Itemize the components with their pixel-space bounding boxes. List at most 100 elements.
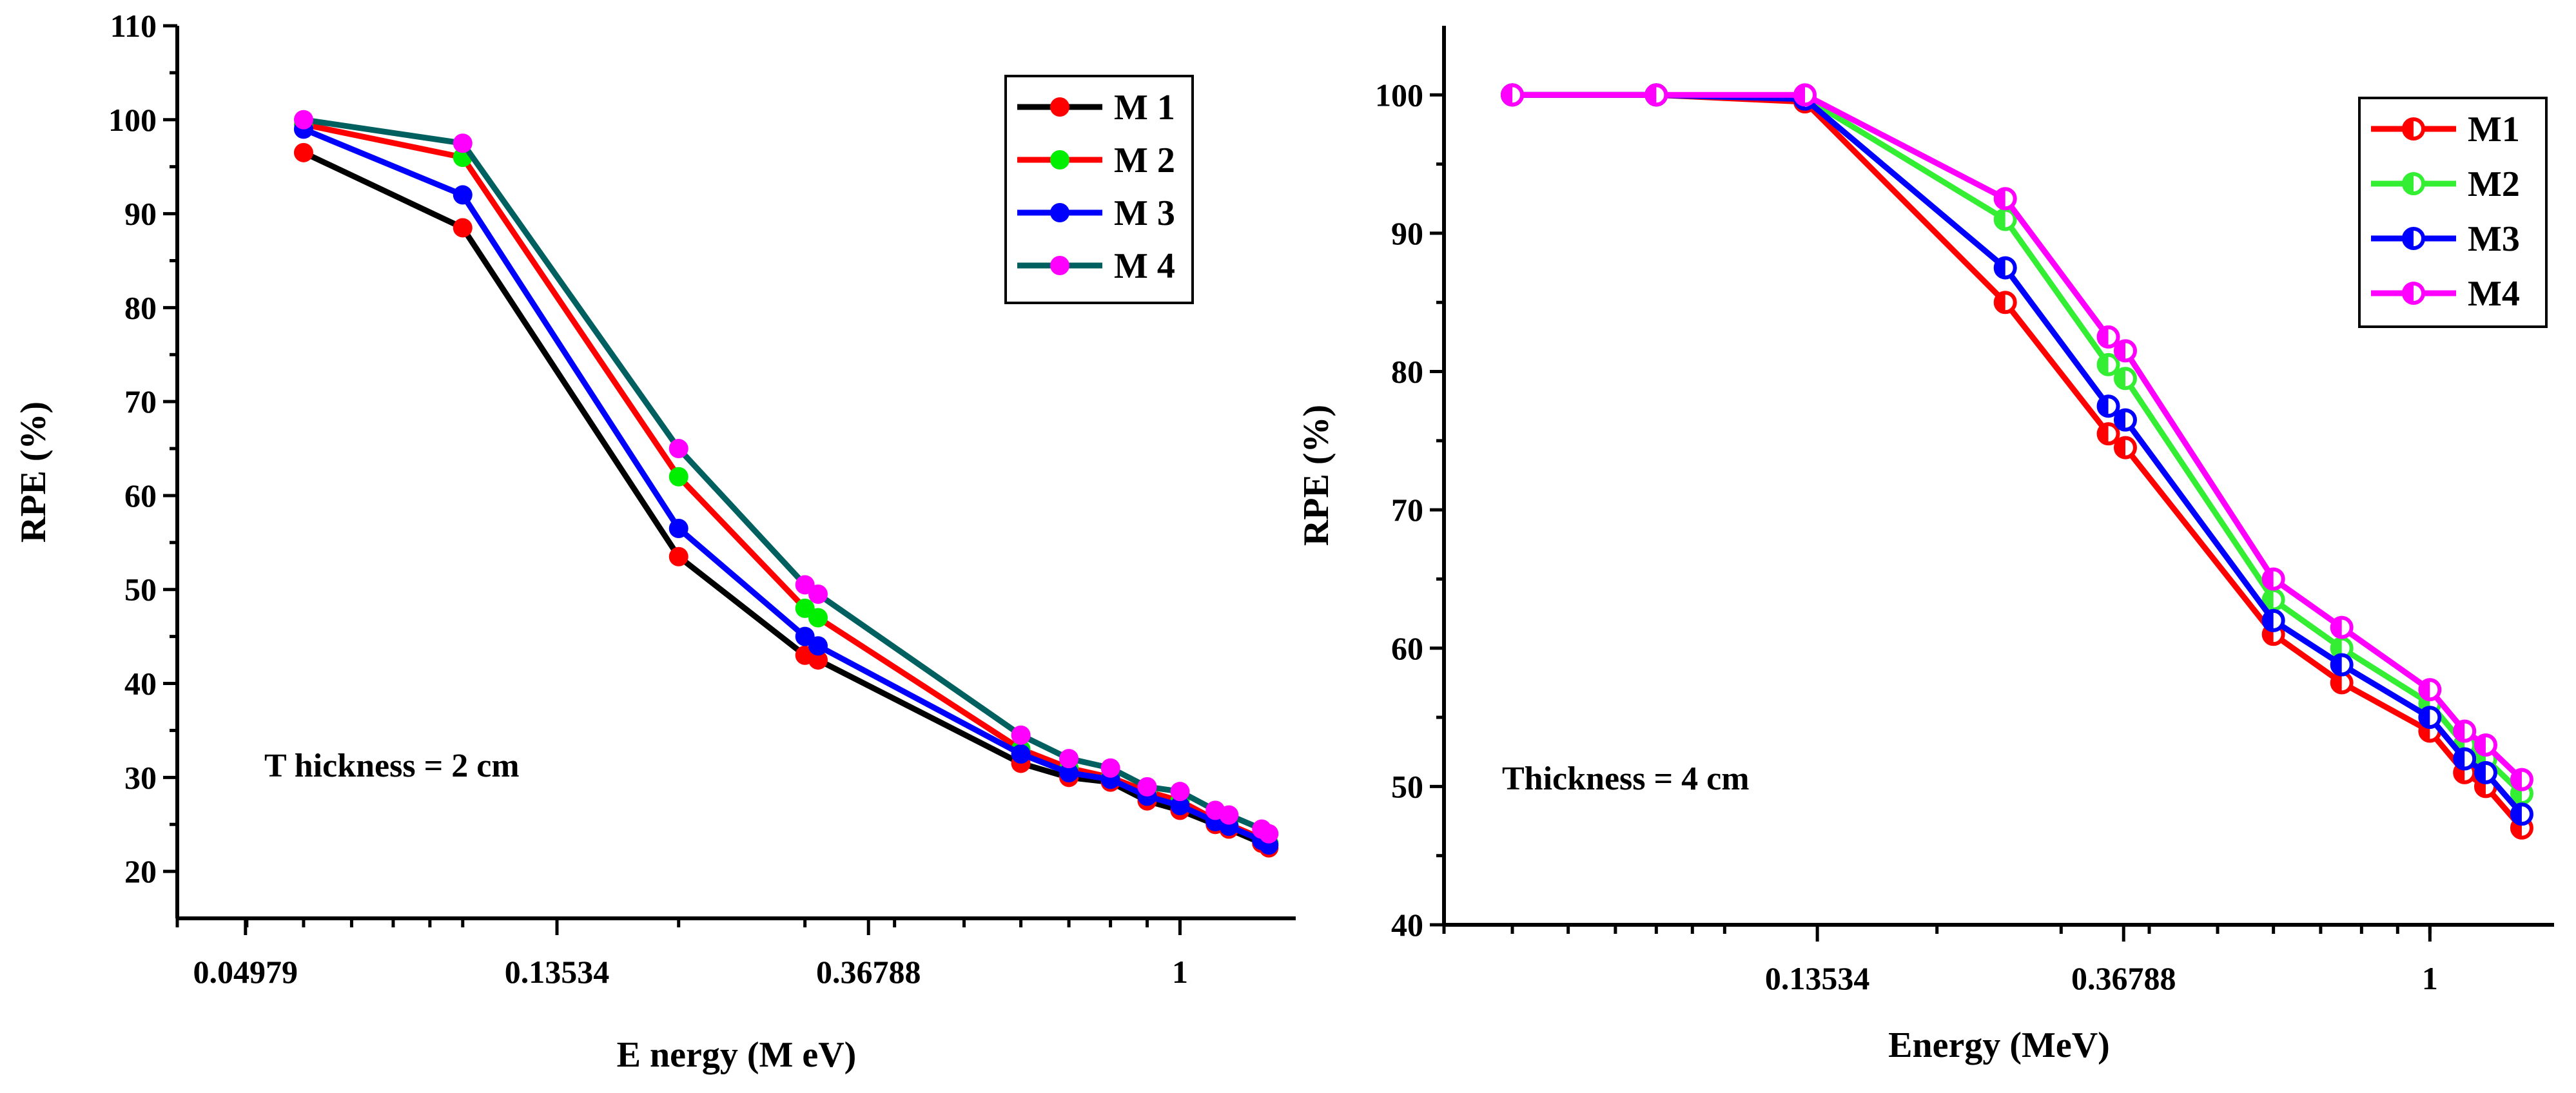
- y-tick-label: 110: [110, 8, 157, 44]
- legend-label: M 4: [1114, 246, 1175, 286]
- data-point-half: [2098, 354, 2109, 374]
- data-point: [668, 546, 688, 566]
- data-point: [1011, 725, 1031, 745]
- data-point-half: [2098, 424, 2109, 444]
- thickness-annotation: Thickness = 4 cm: [1502, 760, 1750, 797]
- legend-marker-half: [2404, 174, 2414, 193]
- data-point: [1059, 749, 1079, 769]
- data-point-half: [2115, 410, 2125, 430]
- y-tick-label: 100: [1375, 77, 1423, 113]
- data-point-half: [1995, 189, 2005, 209]
- legend-marker: [1050, 203, 1069, 222]
- data-point: [1137, 777, 1157, 797]
- y-axis-title: RPE (%): [14, 401, 54, 543]
- data-point: [453, 218, 473, 238]
- data-point-half: [2115, 369, 2125, 389]
- legend-marker-half: [2404, 284, 2414, 303]
- data-point: [1993, 208, 2017, 231]
- y-tick-label: 40: [124, 666, 157, 702]
- chart-1: 20 30 40 50 60 70 80 90 100 110 0.04979 0.13534 0.36…: [14, 8, 1296, 1075]
- data-point: [808, 636, 828, 656]
- legend-label: M1: [2468, 110, 2520, 150]
- data-point: [2261, 608, 2285, 632]
- data-point: [2453, 747, 2477, 771]
- data-point-half: [2098, 327, 2109, 347]
- legend-marker: [1050, 150, 1069, 169]
- data-point: [1793, 83, 1817, 107]
- legend-marker-half: [2404, 119, 2414, 139]
- y-tick-label: 50: [1391, 768, 1423, 804]
- data-point: [2113, 436, 2137, 459]
- data-point-half: [2098, 396, 2109, 416]
- thickness-annotation: T hickness = 2 cm: [264, 748, 520, 784]
- data-point-half: [2332, 638, 2342, 658]
- data-point: [668, 518, 688, 538]
- data-point-half: [2263, 590, 2274, 610]
- data-point-half: [2115, 341, 2125, 361]
- data-point-half: [2420, 680, 2430, 700]
- data-point-half: [1503, 85, 1513, 105]
- data-point: [1259, 824, 1279, 844]
- y-tick-label: 100: [108, 102, 157, 138]
- data-point: [1993, 187, 2017, 211]
- data-point: [1644, 83, 1668, 107]
- data-point-half: [1795, 85, 1806, 105]
- legend-item: M 1: [1017, 88, 1175, 128]
- legend-marker: [1050, 97, 1069, 117]
- data-point: [2096, 394, 2120, 418]
- y-tick-label: 70: [1391, 492, 1423, 528]
- y-tick-label: 70: [124, 383, 157, 420]
- legend-marker: [1050, 256, 1069, 275]
- data-point-half: [2455, 749, 2465, 769]
- x-axis-title: E nergy (M eV): [617, 1035, 857, 1075]
- y-tick-label: 90: [124, 196, 157, 232]
- x-tick-label: 0.13534: [505, 954, 610, 990]
- data-point-half: [1646, 85, 1657, 105]
- legend-item: M 2: [1017, 140, 1175, 180]
- data-point: [453, 185, 473, 205]
- series-m4: [1501, 83, 2533, 791]
- data-point: [2418, 678, 2442, 702]
- data-point: [668, 467, 688, 487]
- data-point-half: [2263, 569, 2274, 589]
- x-tick-label: 0.13534: [1765, 960, 1870, 996]
- data-point-half: [1995, 258, 2005, 278]
- legend-label: M2: [2468, 164, 2520, 204]
- legend-item: M3: [2371, 219, 2520, 259]
- data-point: [1100, 758, 1120, 778]
- data-point: [2474, 733, 2497, 757]
- data-point: [808, 585, 828, 605]
- data-point: [2113, 367, 2137, 391]
- y-tick-label: 40: [1391, 907, 1423, 943]
- data-point-half: [2420, 708, 2430, 728]
- data-point: [2261, 567, 2285, 591]
- y-tick-label: 80: [1391, 354, 1423, 390]
- data-point-half: [2332, 655, 2342, 675]
- data-point: [1993, 256, 2017, 280]
- y-tick-label: 60: [124, 478, 157, 514]
- legend: M 1 M 2 M 3 M 4: [1004, 75, 1194, 304]
- chart-2: 40 50 60 70 80 90 100 0.13534 0.36788 1 Energy (Me…: [1296, 26, 2554, 1065]
- data-point: [2510, 802, 2533, 826]
- data-point-half: [2332, 673, 2342, 693]
- data-point-half: [2475, 762, 2486, 782]
- x-tick-label: 0.36788: [816, 954, 921, 990]
- data-point: [2330, 653, 2354, 677]
- legend: M1 M2 M3 M4: [2358, 97, 2548, 328]
- data-point: [2096, 422, 2120, 446]
- y-axis-title: RPE (%): [1296, 405, 1336, 546]
- data-point: [1501, 83, 1525, 107]
- data-point-half: [1995, 293, 2005, 313]
- y-tick-label: 60: [1391, 630, 1423, 666]
- legend-item: M2: [2371, 164, 2520, 204]
- legend-label: M3: [2468, 219, 2520, 259]
- y-tick-label: 50: [124, 572, 157, 608]
- y-tick-label: 20: [124, 853, 157, 889]
- data-point-half: [2115, 438, 2125, 458]
- data-point: [1170, 796, 1190, 816]
- series-m4: [293, 110, 1279, 844]
- data-point-half: [2455, 721, 2465, 741]
- data-point-half: [2512, 769, 2522, 789]
- data-point: [293, 110, 313, 130]
